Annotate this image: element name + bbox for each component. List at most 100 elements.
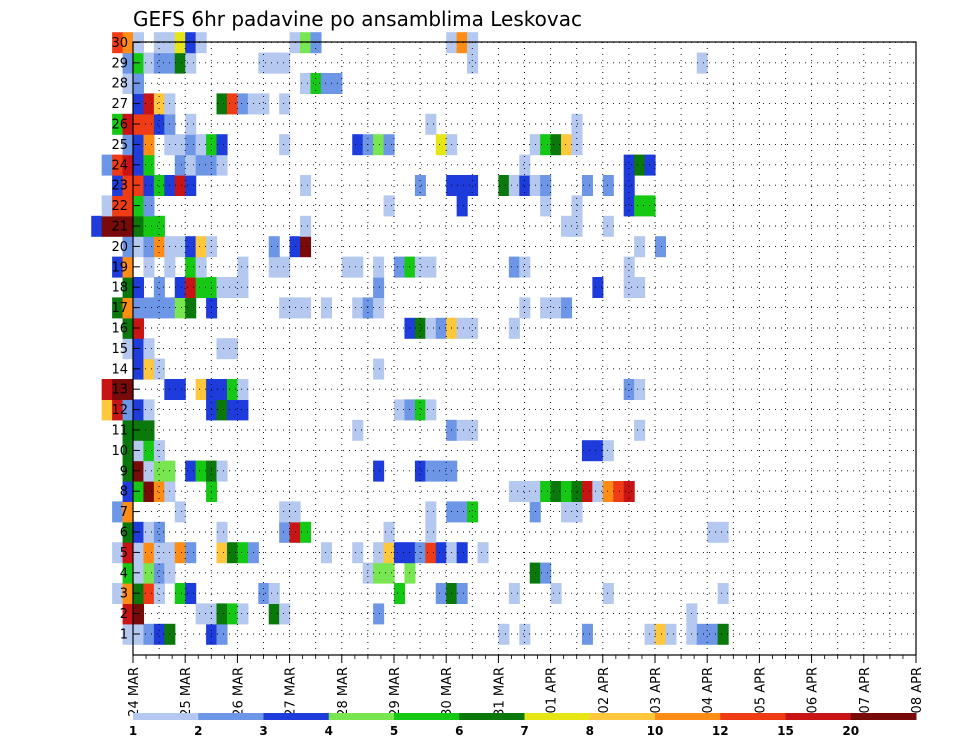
heatmap-cell bbox=[143, 256, 155, 278]
colorbar-tick-label: 6 bbox=[455, 724, 463, 738]
heatmap-cell bbox=[331, 73, 343, 94]
heatmap-cell bbox=[122, 623, 134, 645]
colorbar-swatch bbox=[655, 713, 721, 720]
heatmap-cell bbox=[519, 175, 531, 196]
heatmap-cell bbox=[216, 154, 228, 176]
heatmap-cell bbox=[414, 175, 426, 196]
heatmap-cell bbox=[352, 542, 364, 564]
heatmap-cell bbox=[696, 52, 708, 74]
heatmap-cell bbox=[174, 175, 186, 196]
heatmap-cell bbox=[373, 562, 385, 584]
heatmap-cell bbox=[540, 562, 552, 584]
heatmap-cell bbox=[623, 195, 635, 217]
heatmap-cell bbox=[153, 358, 165, 380]
heatmap-cell bbox=[279, 603, 291, 625]
heatmap-cell bbox=[185, 460, 197, 482]
heatmap-cell bbox=[122, 338, 134, 360]
heatmap-cell bbox=[268, 256, 280, 278]
heatmap-cell bbox=[101, 379, 113, 400]
colorbar-swatch bbox=[198, 713, 264, 720]
heatmap-cell bbox=[394, 399, 406, 421]
colorbar-swatch bbox=[328, 713, 395, 720]
heatmap-cell bbox=[216, 399, 228, 421]
x-tick-label: 24 MAR bbox=[127, 667, 142, 717]
heatmap-cell bbox=[425, 521, 437, 543]
heatmap-cell bbox=[581, 440, 593, 462]
heatmap-cell bbox=[143, 175, 155, 196]
heatmap-cell bbox=[707, 623, 719, 645]
heatmap-cell bbox=[707, 521, 719, 543]
heatmap-cell bbox=[195, 32, 207, 54]
heatmap-cell bbox=[279, 52, 291, 74]
heatmap-cell bbox=[268, 603, 280, 625]
heatmap-cell bbox=[352, 297, 364, 319]
heatmap-cell bbox=[623, 256, 635, 278]
heatmap-cell bbox=[394, 583, 406, 604]
heatmap-cell bbox=[602, 175, 614, 196]
heatmap-cell bbox=[143, 623, 155, 645]
x-tick-label: 31 MAR bbox=[492, 667, 507, 717]
colorbar-swatch bbox=[263, 713, 330, 720]
heatmap-cell bbox=[623, 277, 635, 298]
colorbar-tick-label: 2 bbox=[194, 724, 202, 738]
heatmap-cell bbox=[143, 419, 155, 441]
y-tick-label: 7 bbox=[120, 505, 128, 520]
heatmap-cell bbox=[561, 501, 573, 523]
colorbar-tick-label: 3 bbox=[259, 724, 267, 738]
heatmap-cell bbox=[153, 277, 165, 298]
heatmap-cell bbox=[122, 419, 134, 441]
heatmap-cell bbox=[153, 215, 165, 237]
colorbar-tick-label: 15 bbox=[777, 724, 794, 738]
heatmap-cell bbox=[174, 32, 186, 54]
y-tick-label: 14 bbox=[111, 362, 128, 377]
heatmap-cell bbox=[435, 583, 447, 604]
heatmap-cell bbox=[153, 623, 165, 645]
heatmap-cell bbox=[226, 338, 238, 360]
heatmap-cell bbox=[467, 175, 479, 196]
heatmap-cell bbox=[143, 521, 155, 543]
heatmap-cell bbox=[279, 521, 291, 543]
heatmap-cell bbox=[143, 93, 155, 115]
heatmap-cell bbox=[185, 175, 197, 196]
heatmap-cell bbox=[623, 175, 635, 196]
colorbar-swatch bbox=[589, 713, 656, 720]
heatmap-cell bbox=[195, 277, 207, 298]
heatmap-cell bbox=[112, 215, 124, 237]
x-tick-label: 25 MAR bbox=[179, 667, 194, 717]
heatmap-cell bbox=[143, 562, 155, 584]
y-tick-label: 2 bbox=[120, 607, 128, 622]
heatmap-cell bbox=[519, 481, 531, 502]
heatmap-cell bbox=[185, 277, 197, 298]
heatmap-cell bbox=[279, 93, 291, 115]
heatmap-cell bbox=[634, 379, 646, 400]
y-tick-label: 10 bbox=[111, 444, 128, 459]
y-tick-label: 13 bbox=[111, 383, 128, 398]
heatmap-cell bbox=[174, 134, 186, 156]
heatmap-cell bbox=[216, 134, 228, 156]
heatmap-cell bbox=[508, 583, 520, 604]
heatmap-cell bbox=[112, 175, 124, 196]
y-tick-label: 1 bbox=[120, 628, 128, 643]
heatmap-cell bbox=[508, 256, 520, 278]
heatmap-cell bbox=[602, 440, 614, 462]
heatmap-cell bbox=[195, 154, 207, 176]
heatmap-cell bbox=[185, 297, 197, 319]
heatmap-cell bbox=[644, 154, 656, 176]
heatmap-cell bbox=[540, 481, 552, 502]
heatmap-cell bbox=[581, 481, 593, 502]
heatmap-cell bbox=[623, 481, 635, 502]
heatmap-cell bbox=[216, 460, 228, 482]
y-tick-label: 28 bbox=[111, 77, 128, 92]
heatmap-cell bbox=[258, 583, 270, 604]
heatmap-cell bbox=[226, 277, 238, 298]
colorbar-tick-label: 7 bbox=[520, 724, 528, 738]
heatmap-cell bbox=[174, 52, 186, 74]
heatmap-cell bbox=[550, 583, 562, 604]
heatmap-cell bbox=[122, 52, 134, 74]
x-tick-label: 30 MAR bbox=[440, 667, 455, 717]
heatmap-cell bbox=[550, 134, 562, 156]
heatmap-cell bbox=[602, 583, 614, 604]
heatmap-cell bbox=[561, 134, 573, 156]
heatmap-cell bbox=[143, 583, 155, 604]
heatmap-cell bbox=[383, 195, 395, 217]
